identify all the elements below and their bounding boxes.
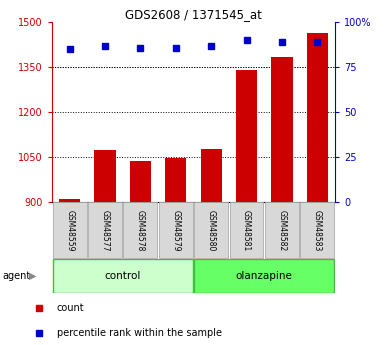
Bar [94,149,116,202]
Bar [130,161,151,202]
Text: GSM48559: GSM48559 [65,209,74,251]
FancyBboxPatch shape [88,203,122,258]
FancyBboxPatch shape [265,203,299,258]
FancyBboxPatch shape [300,203,334,258]
Text: ▶: ▶ [28,271,36,281]
FancyBboxPatch shape [53,203,87,258]
FancyBboxPatch shape [229,203,263,258]
Text: GSM48577: GSM48577 [100,209,110,251]
Text: GSM48578: GSM48578 [136,210,145,251]
Title: GDS2608 / 1371545_at: GDS2608 / 1371545_at [125,8,262,21]
Text: count: count [57,303,85,313]
Text: control: control [105,271,141,281]
Text: GSM48582: GSM48582 [277,210,286,251]
Text: agent: agent [2,271,30,281]
Bar [271,57,293,202]
FancyBboxPatch shape [53,259,193,293]
FancyBboxPatch shape [194,203,228,258]
Bar [236,70,257,202]
FancyBboxPatch shape [159,203,193,258]
Text: GSM48581: GSM48581 [242,210,251,251]
Text: percentile rank within the sample: percentile rank within the sample [57,328,222,337]
Bar [59,199,80,202]
Text: GSM48580: GSM48580 [207,210,216,251]
Bar [165,158,186,202]
Text: GSM48583: GSM48583 [313,210,322,251]
Bar [306,33,328,202]
FancyBboxPatch shape [124,203,157,258]
Text: GSM48579: GSM48579 [171,209,180,251]
FancyBboxPatch shape [194,259,334,293]
Text: olanzapine: olanzapine [236,271,293,281]
Bar [201,149,222,202]
